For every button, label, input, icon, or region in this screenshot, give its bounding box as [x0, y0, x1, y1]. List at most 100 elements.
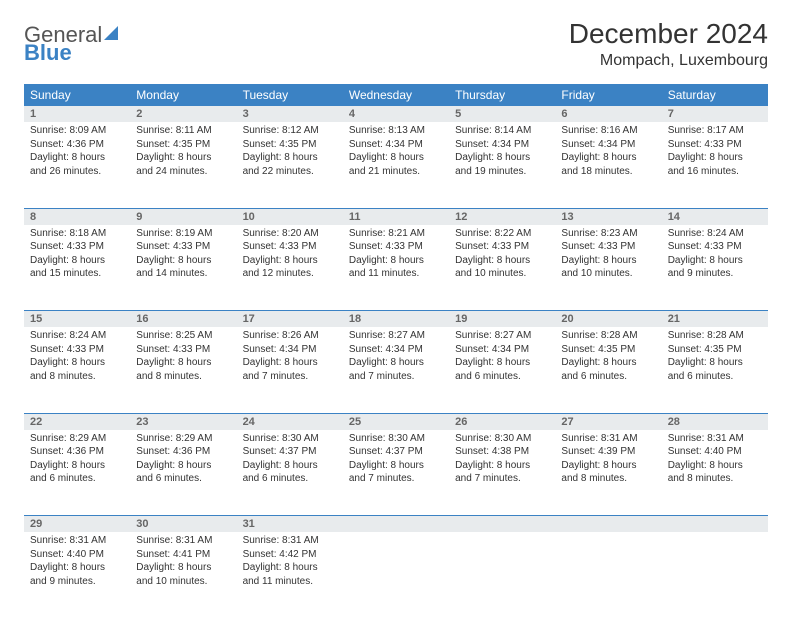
sunset-text: Sunset: 4:33 PM: [455, 240, 549, 254]
daylight-text: Daylight: 8 hours and 8 minutes.: [30, 356, 124, 383]
sunrise-text: Sunrise: 8:22 AM: [455, 227, 549, 241]
location: Mompach, Luxembourg: [569, 52, 768, 70]
sunrise-text: Sunrise: 8:21 AM: [349, 227, 443, 241]
weekday-header: Saturday: [662, 84, 768, 106]
sunrise-text: Sunrise: 8:31 AM: [561, 432, 655, 446]
day-number: 15: [24, 311, 130, 327]
daynum-cell: 11: [343, 208, 449, 225]
day-number: 14: [662, 209, 768, 225]
sunset-text: Sunset: 4:40 PM: [30, 548, 124, 562]
sunset-text: Sunset: 4:33 PM: [668, 240, 762, 254]
week-row: Sunrise: 8:09 AMSunset: 4:36 PMDaylight:…: [24, 122, 768, 208]
day-details: Sunrise: 8:31 AMSunset: 4:39 PMDaylight:…: [555, 430, 661, 490]
day-number: 24: [237, 414, 343, 430]
sunset-text: Sunset: 4:42 PM: [243, 548, 337, 562]
sunset-text: Sunset: 4:33 PM: [30, 343, 124, 357]
sunset-text: Sunset: 4:34 PM: [349, 343, 443, 357]
day-number: 18: [343, 311, 449, 327]
weekday-header: Monday: [130, 84, 236, 106]
day-number: 21: [662, 311, 768, 327]
daynum-cell: 13: [555, 208, 661, 225]
sunrise-text: Sunrise: 8:24 AM: [30, 329, 124, 343]
logo-sail-icon: [102, 22, 122, 47]
day-cell: Sunrise: 8:20 AMSunset: 4:33 PMDaylight:…: [237, 225, 343, 311]
sunrise-text: Sunrise: 8:29 AM: [136, 432, 230, 446]
daylight-text: Daylight: 8 hours and 7 minutes.: [349, 356, 443, 383]
daynum-row: 1234567: [24, 106, 768, 122]
day-details: Sunrise: 8:20 AMSunset: 4:33 PMDaylight:…: [237, 225, 343, 285]
day-details: Sunrise: 8:29 AMSunset: 4:36 PMDaylight:…: [130, 430, 236, 490]
day-number: 11: [343, 209, 449, 225]
day-cell: Sunrise: 8:31 AMSunset: 4:42 PMDaylight:…: [237, 532, 343, 618]
sunrise-text: Sunrise: 8:12 AM: [243, 124, 337, 138]
daylight-text: Daylight: 8 hours and 6 minutes.: [136, 459, 230, 486]
daylight-text: Daylight: 8 hours and 8 minutes.: [668, 459, 762, 486]
header: General Blue December 2024 Mompach, Luxe…: [24, 18, 768, 70]
day-cell: Sunrise: 8:24 AMSunset: 4:33 PMDaylight:…: [662, 225, 768, 311]
daynum-cell: [555, 516, 661, 533]
daynum-cell: 6: [555, 106, 661, 122]
daylight-text: Daylight: 8 hours and 7 minutes.: [243, 356, 337, 383]
daynum-cell: 2: [130, 106, 236, 122]
sunset-text: Sunset: 4:35 PM: [668, 343, 762, 357]
day-details: Sunrise: 8:13 AMSunset: 4:34 PMDaylight:…: [343, 122, 449, 182]
day-number: 27: [555, 414, 661, 430]
day-details: Sunrise: 8:16 AMSunset: 4:34 PMDaylight:…: [555, 122, 661, 182]
daylight-text: Daylight: 8 hours and 6 minutes.: [30, 459, 124, 486]
sunrise-text: Sunrise: 8:30 AM: [243, 432, 337, 446]
sunrise-text: Sunrise: 8:18 AM: [30, 227, 124, 241]
weekday-header: Sunday: [24, 84, 130, 106]
day-number: 3: [237, 106, 343, 122]
sunset-text: Sunset: 4:36 PM: [30, 138, 124, 152]
day-details: Sunrise: 8:21 AMSunset: 4:33 PMDaylight:…: [343, 225, 449, 285]
daylight-text: Daylight: 8 hours and 15 minutes.: [30, 254, 124, 281]
day-details: Sunrise: 8:27 AMSunset: 4:34 PMDaylight:…: [343, 327, 449, 387]
day-details: Sunrise: 8:14 AMSunset: 4:34 PMDaylight:…: [449, 122, 555, 182]
daylight-text: Daylight: 8 hours and 10 minutes.: [561, 254, 655, 281]
day-cell: Sunrise: 8:31 AMSunset: 4:40 PMDaylight:…: [662, 430, 768, 516]
day-cell: Sunrise: 8:14 AMSunset: 4:34 PMDaylight:…: [449, 122, 555, 208]
day-number: 1: [24, 106, 130, 122]
day-cell: Sunrise: 8:19 AMSunset: 4:33 PMDaylight:…: [130, 225, 236, 311]
day-cell: [449, 532, 555, 618]
daylight-text: Daylight: 8 hours and 21 minutes.: [349, 151, 443, 178]
day-details: Sunrise: 8:26 AMSunset: 4:34 PMDaylight:…: [237, 327, 343, 387]
day-number: 26: [449, 414, 555, 430]
daylight-text: Daylight: 8 hours and 16 minutes.: [668, 151, 762, 178]
day-details: Sunrise: 8:30 AMSunset: 4:37 PMDaylight:…: [343, 430, 449, 490]
daylight-text: Daylight: 8 hours and 8 minutes.: [136, 356, 230, 383]
sunset-text: Sunset: 4:37 PM: [243, 445, 337, 459]
day-details: Sunrise: 8:24 AMSunset: 4:33 PMDaylight:…: [662, 225, 768, 285]
sunrise-text: Sunrise: 8:14 AM: [455, 124, 549, 138]
daynum-cell: 4: [343, 106, 449, 122]
day-number: 2: [130, 106, 236, 122]
day-number: 23: [130, 414, 236, 430]
day-cell: Sunrise: 8:24 AMSunset: 4:33 PMDaylight:…: [24, 327, 130, 413]
day-cell: Sunrise: 8:28 AMSunset: 4:35 PMDaylight:…: [555, 327, 661, 413]
daynum-cell: 18: [343, 311, 449, 328]
daynum-cell: 5: [449, 106, 555, 122]
day-number: 31: [237, 516, 343, 532]
day-cell: Sunrise: 8:29 AMSunset: 4:36 PMDaylight:…: [24, 430, 130, 516]
day-number: 28: [662, 414, 768, 430]
sunset-text: Sunset: 4:37 PM: [349, 445, 443, 459]
day-details: Sunrise: 8:31 AMSunset: 4:42 PMDaylight:…: [237, 532, 343, 592]
daylight-text: Daylight: 8 hours and 6 minutes.: [561, 356, 655, 383]
day-number: 30: [130, 516, 236, 532]
sunset-text: Sunset: 4:34 PM: [243, 343, 337, 357]
daylight-text: Daylight: 8 hours and 6 minutes.: [668, 356, 762, 383]
calendar-table: Sunday Monday Tuesday Wednesday Thursday…: [24, 84, 768, 618]
day-number: 12: [449, 209, 555, 225]
logo: General Blue: [24, 18, 122, 64]
sunset-text: Sunset: 4:38 PM: [455, 445, 549, 459]
daynum-cell: 29: [24, 516, 130, 533]
day-details: Sunrise: 8:11 AMSunset: 4:35 PMDaylight:…: [130, 122, 236, 182]
sunrise-text: Sunrise: 8:24 AM: [668, 227, 762, 241]
weekday-header: Wednesday: [343, 84, 449, 106]
daylight-text: Daylight: 8 hours and 6 minutes.: [243, 459, 337, 486]
day-cell: Sunrise: 8:09 AMSunset: 4:36 PMDaylight:…: [24, 122, 130, 208]
day-details: Sunrise: 8:19 AMSunset: 4:33 PMDaylight:…: [130, 225, 236, 285]
day-number: [555, 516, 661, 532]
day-number: 13: [555, 209, 661, 225]
title-block: December 2024 Mompach, Luxembourg: [569, 18, 768, 70]
